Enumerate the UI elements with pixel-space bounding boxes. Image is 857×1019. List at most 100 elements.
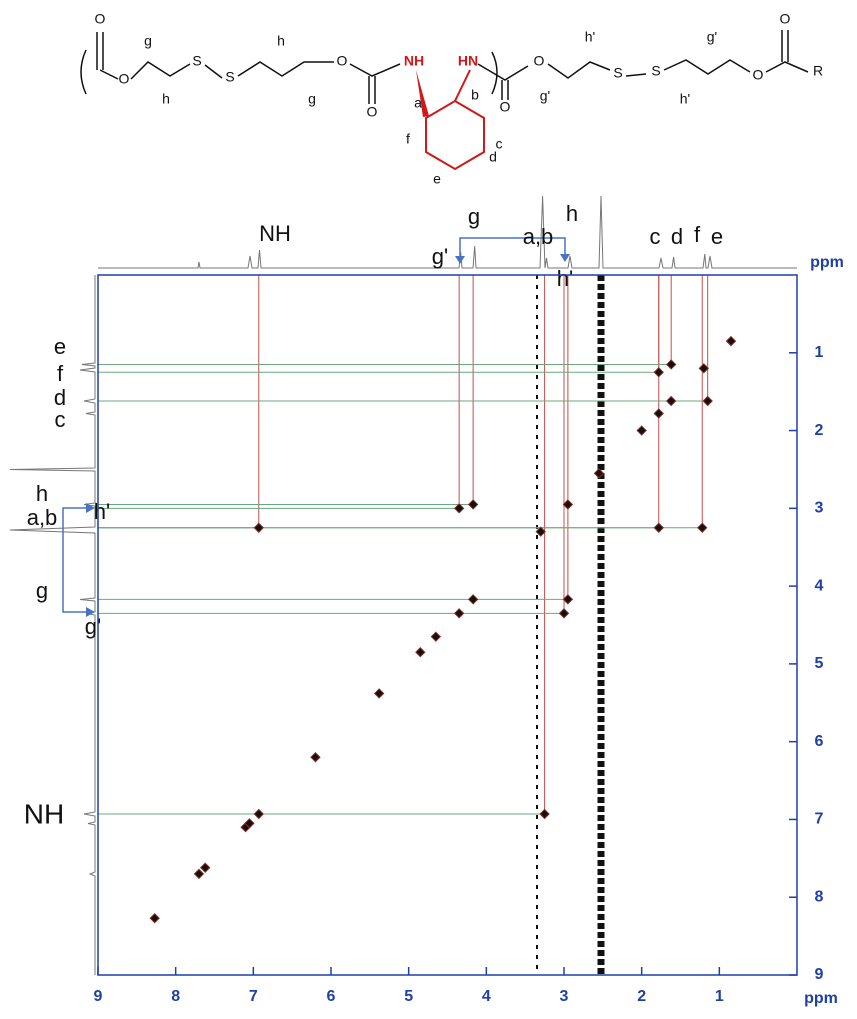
diagonal-peak [311, 753, 320, 762]
y-tick-label: 6 [815, 733, 824, 750]
atom: O [119, 71, 130, 87]
left-label: g [36, 578, 48, 603]
atom: O [753, 67, 764, 83]
diagonal-peak [254, 810, 263, 819]
atom: O [95, 11, 106, 27]
atom: S [651, 63, 660, 79]
x-tick-label: 7 [249, 988, 258, 1005]
diagonal-peak [667, 397, 676, 406]
atom: NH [404, 53, 424, 69]
y-tick-label: 8 [815, 888, 824, 905]
atom-label: f [406, 131, 410, 147]
left-label: c [55, 407, 66, 432]
cross-peak [563, 595, 572, 604]
x-tick-label: 6 [327, 988, 336, 1005]
top-label: a,b [523, 224, 554, 249]
x-tick-label: 2 [637, 988, 646, 1005]
atom: S [192, 53, 201, 69]
figure: O O S S O O NH HN O O S S O O g h h g a … [0, 0, 857, 1014]
atom-label: a [414, 95, 422, 111]
arrows [63, 238, 570, 617]
atom-label: b [471, 87, 479, 103]
y-tick-label: 2 [815, 422, 824, 439]
x-axis-label: ppm [804, 990, 838, 1007]
diagonal-peak [469, 595, 478, 604]
diagonal-peak [431, 632, 440, 641]
diagonal-peak [375, 689, 384, 698]
atom-label: h' [585, 29, 595, 45]
top-label: g' [432, 244, 448, 269]
cross-peak [540, 810, 549, 819]
diagonal-peak [455, 609, 464, 618]
left-label: a,b [27, 505, 58, 530]
t1-noise [537, 275, 601, 975]
y-tick-label: 3 [815, 500, 824, 517]
y-tick-label: 4 [815, 577, 824, 594]
left-label: f [57, 361, 64, 386]
y-tick-label: 7 [815, 811, 824, 828]
atom-label: h [277, 33, 285, 49]
atom-label: g' [540, 88, 550, 104]
diagonal-peak [201, 863, 210, 872]
structure: O O S S O O NH HN O O S S O O g h h g a … [81, 11, 823, 187]
top-label: f [694, 222, 701, 247]
peak-labels: NH g h g' a,b h' c d f e e f d c h a,b h… [24, 201, 723, 830]
top-label: c [650, 224, 661, 249]
top-label: h' [557, 266, 573, 291]
top-label: g [468, 204, 480, 229]
x-tick-label: 4 [482, 988, 491, 1005]
diagonal-peak [563, 500, 572, 509]
cross-peak [667, 360, 676, 369]
cross-peak [254, 523, 263, 532]
atom: O [534, 53, 545, 69]
plot [98, 275, 735, 923]
x-tick-label: 5 [404, 988, 413, 1005]
x-tick-label: 1 [715, 988, 724, 1005]
top-label: d [671, 224, 683, 249]
x-tick-label: 9 [94, 988, 103, 1005]
diagonal-peak [150, 914, 159, 923]
y-tick-label: 9 [815, 966, 824, 983]
atom: S [225, 69, 234, 85]
x-tick-label: 8 [171, 988, 180, 1005]
atom-label: g' [707, 29, 717, 45]
y-axis-label: ppm [810, 254, 844, 271]
left-label: h' [94, 499, 110, 524]
cross-peak [698, 523, 707, 532]
top-label: e [711, 224, 723, 249]
top-label: h [566, 201, 578, 226]
atom-label: h [162, 91, 170, 107]
cross-peak [654, 523, 663, 532]
diagonal-peak [194, 869, 203, 878]
atom-label: d [489, 149, 497, 165]
y-tick-label: 1 [815, 344, 824, 361]
atom: O [500, 99, 511, 115]
cross-peak [654, 368, 663, 377]
cross-peak [560, 609, 569, 618]
atom: HN [458, 53, 478, 69]
diagonal-peak [637, 426, 646, 435]
left-label: e [54, 334, 66, 359]
atom-label: R [813, 63, 823, 79]
atom: O [337, 53, 348, 69]
x-tick-label: 3 [560, 988, 569, 1005]
atom-label: g [308, 91, 316, 107]
cross-peak [703, 397, 712, 406]
top-label: NH [259, 221, 291, 246]
diagonal-peak [726, 337, 735, 346]
diagonal-peak [699, 364, 708, 373]
diagonal-peak [416, 648, 425, 657]
atom-label: e [433, 171, 441, 187]
left-label: NH [24, 798, 64, 829]
atom-label: h' [680, 91, 690, 107]
cross-peak [469, 500, 478, 509]
left-label: g' [85, 614, 101, 639]
atom: O [367, 104, 378, 120]
diagonal-peak [654, 409, 663, 418]
atom: O [780, 11, 791, 27]
cross-peak [455, 504, 464, 513]
y-tick-label: 5 [815, 655, 824, 672]
atom: S [613, 65, 622, 81]
left-label: h [36, 481, 48, 506]
atom-label: g [144, 33, 152, 49]
